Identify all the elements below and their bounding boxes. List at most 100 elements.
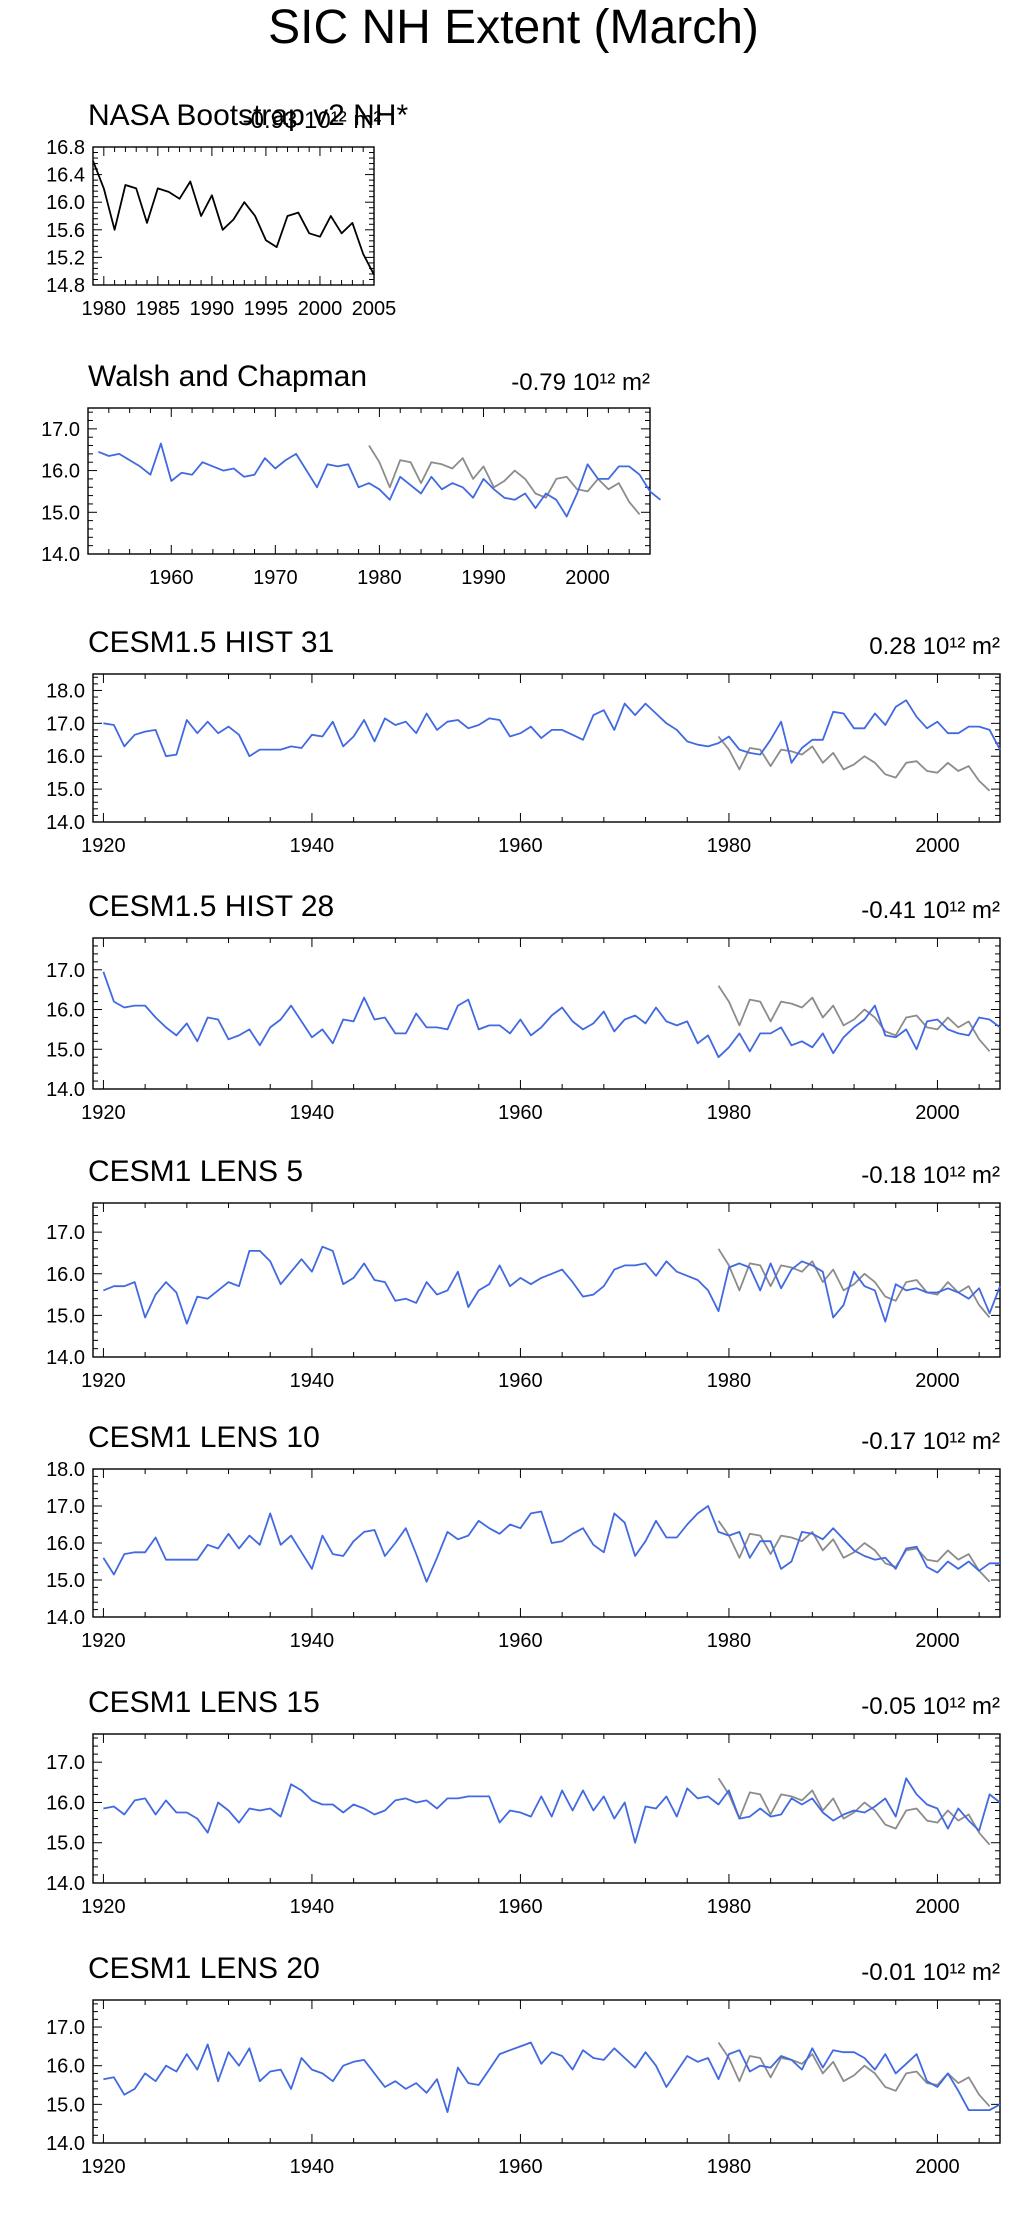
x-tick-label: 1940	[290, 1370, 335, 1392]
chart-panel-6: CESM1 LENS 10 -0.17 10¹² m² 14.0 15.0 16.0 17…	[46, 1421, 1001, 1652]
x-tick-label: 1980	[707, 1896, 752, 1918]
x-tick-label: 1920	[81, 835, 126, 857]
x-tick-label: 1940	[290, 835, 335, 857]
x-tick-label: 1920	[81, 1630, 126, 1652]
x-tick-label: 1920	[81, 2156, 126, 2178]
x-tick-label: 2000	[565, 567, 610, 589]
x-tick-label: 2005	[352, 298, 397, 320]
panel-trend-label: -0.41 10¹² m²	[861, 897, 1000, 924]
model-series-line	[103, 1245, 1001, 1325]
panel-title: CESM1.5 HIST 28	[88, 890, 334, 923]
chart-panel-4: CESM1.5 HIST 28 -0.41 10¹² m² 14.0 15.0 16.0…	[46, 890, 1001, 1124]
panel-trend-label: -0.79 10¹² m²	[511, 369, 650, 396]
y-tick-label: 15.0	[46, 1833, 85, 1855]
y-tick-label: 16.0	[46, 746, 85, 768]
y-tick-label: 18.0	[46, 1459, 85, 1481]
y-tick-label: 15.0	[46, 1039, 85, 1061]
y-tick-label: 14.0	[46, 812, 85, 834]
y-tick-label: 17.0	[46, 1496, 85, 1518]
x-tick-label: 2000	[915, 1896, 960, 1918]
plot-frame	[92, 1999, 1001, 2144]
panel-title: CESM1 LENS 5	[88, 1155, 303, 1188]
x-tick-label: 1995	[244, 298, 289, 320]
y-tick-label: 16.0	[46, 2056, 85, 2078]
y-tick-label: 17.0	[46, 1752, 85, 1774]
panel-trend-label: 0.28 10¹² m²	[869, 633, 1000, 660]
y-tick-label: 14.0	[46, 1079, 85, 1101]
observation-series-line	[717, 1777, 991, 1846]
x-tick-label: 2000	[915, 2156, 960, 2178]
chart-panel-3: CESM1.5 HIST 31 0.28 10¹² m² 14.0 15.0 16.0 1…	[46, 626, 1001, 857]
y-tick-label: 14.0	[46, 1347, 85, 1369]
model-series-line	[102, 971, 1001, 1059]
plot-frame	[92, 1733, 1001, 1884]
y-tick-label: 15.0	[46, 779, 85, 801]
x-tick-label: 1990	[190, 298, 235, 320]
y-tick-label: 15.0	[46, 2094, 85, 2116]
x-tick-label: 1960	[498, 835, 543, 857]
y-tick-label: 15.2	[46, 247, 85, 269]
y-tick-label: 16.8	[46, 137, 85, 159]
y-tick-label: 15.6	[46, 220, 85, 242]
x-tick-label: 1980	[707, 1630, 752, 1652]
x-tick-label: 1960	[498, 1370, 543, 1392]
observation-series-line	[717, 1248, 991, 1319]
y-tick-label: 14.8	[46, 275, 85, 297]
plot-frame	[92, 937, 1001, 1090]
panel-trend-label: -0.17 10¹² m²	[861, 1428, 1000, 1455]
x-tick-label: 1970	[253, 567, 298, 589]
y-tick-label: 14.0	[46, 1607, 85, 1629]
x-tick-label: 1920	[81, 1896, 126, 1918]
y-tick-label: 17.0	[41, 419, 80, 441]
plot-frame	[92, 1202, 1001, 1358]
y-tick-label: 16.4	[46, 165, 85, 187]
y-tick-label: 17.0	[46, 1222, 85, 1244]
x-tick-label: 1980	[707, 1102, 752, 1124]
y-tick-label: 16.0	[46, 1000, 85, 1022]
y-tick-label: 18.0	[46, 680, 85, 702]
x-tick-label: 1960	[498, 1102, 543, 1124]
chart-panel-5: CESM1 LENS 5 -0.18 10¹² m² 14.0 15.0 16.0 17.…	[46, 1155, 1001, 1392]
observation-series-line	[717, 985, 991, 1052]
y-tick-label: 16.0	[46, 192, 85, 214]
panel-trend-label: -0.01 10¹² m²	[861, 1959, 1000, 1986]
x-tick-label: 1980	[82, 298, 127, 320]
x-tick-label: 1960	[498, 2156, 543, 2178]
model-series-line	[103, 699, 1001, 764]
panel-trend-label: -0.93 10¹² m²	[243, 107, 382, 134]
panel-title: Walsh and Chapman	[88, 360, 367, 393]
chart-panel-2: Walsh and Chapman -0.79 10¹² m² 14.0 15.0 16…	[41, 360, 661, 589]
x-tick-label: 2000	[298, 298, 343, 320]
observation-series-line	[368, 445, 641, 515]
panel-title: CESM1 LENS 20	[88, 1952, 320, 1985]
x-tick-label: 1980	[707, 835, 752, 857]
model-series-line	[98, 442, 661, 518]
x-tick-label: 2000	[915, 1102, 960, 1124]
y-tick-label: 17.0	[46, 713, 85, 735]
x-tick-label: 1985	[136, 298, 181, 320]
y-tick-label: 16.0	[41, 461, 80, 483]
x-tick-label: 1960	[149, 567, 194, 589]
chart-panel-1: NASA Bootstrap v2 NH*-0.93 10¹² m² 14.8 15…	[46, 99, 408, 320]
x-tick-label: 1960	[498, 1896, 543, 1918]
y-tick-label: 16.0	[46, 1264, 85, 1286]
x-tick-label: 1940	[290, 1630, 335, 1652]
y-tick-label: 15.0	[41, 502, 80, 524]
plot-frame	[87, 407, 651, 555]
y-tick-label: 14.0	[46, 1873, 85, 1895]
model-series-line	[102, 1505, 1000, 1583]
x-tick-label: 1980	[357, 567, 402, 589]
panel-trend-label: -0.18 10¹² m²	[861, 1162, 1000, 1189]
chart-panel-7: CESM1 LENS 15 -0.05 10¹² m² 14.0 15.0 16.0 17…	[46, 1686, 1001, 1918]
y-tick-label: 17.0	[46, 960, 85, 982]
x-tick-label: 1940	[290, 1896, 335, 1918]
x-tick-label: 2000	[915, 1370, 960, 1392]
plot-frame	[92, 673, 1001, 823]
x-tick-label: 1920	[81, 1370, 126, 1392]
y-tick-label: 16.0	[46, 1792, 85, 1814]
x-tick-label: 1920	[81, 1102, 126, 1124]
panel-title: CESM1 LENS 15	[88, 1686, 320, 1719]
series-line	[92, 160, 375, 276]
y-tick-label: 15.0	[46, 1305, 85, 1327]
